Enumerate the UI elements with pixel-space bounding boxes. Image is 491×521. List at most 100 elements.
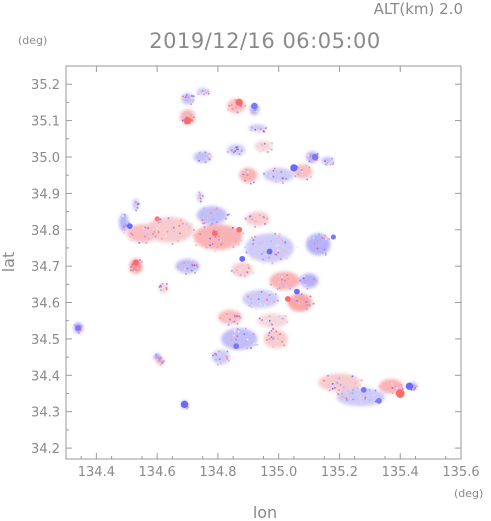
echo-speckle [191, 263, 193, 266]
echo-speckle [283, 250, 286, 252]
echo-speckle [245, 251, 248, 254]
echo-speckle [226, 241, 229, 244]
echo-speckle [219, 317, 222, 319]
echo-speckle [203, 93, 206, 96]
echo-speckle [263, 143, 266, 145]
echo-speckle [177, 266, 179, 268]
echo-speckle [262, 251, 265, 254]
echo-speckle [258, 317, 261, 320]
echo-speckle [275, 181, 277, 183]
echo-speckle [80, 332, 83, 334]
echo-speckle [147, 227, 150, 229]
echo-speckle [192, 95, 195, 97]
echo-speckle [309, 154, 312, 157]
y-axis-label: lat [0, 252, 18, 273]
echo-speckle [274, 232, 276, 235]
echo-speckle [215, 358, 217, 361]
echo-speckle [266, 298, 268, 301]
echo-speckle [202, 222, 205, 225]
echo-speckle [273, 302, 276, 305]
echo-speckle [415, 386, 418, 389]
echo-speckle [229, 332, 232, 335]
echo-speckle [284, 281, 286, 283]
echo-speckle [259, 303, 262, 305]
echo-speckle [299, 279, 302, 282]
echo-speckle [278, 235, 281, 238]
echo-speckle [205, 88, 208, 91]
echo-speckle [321, 237, 324, 240]
echo-speckle [233, 342, 235, 344]
echo-speckle [252, 243, 254, 245]
echo-speckle [275, 253, 278, 256]
echo-speckle [191, 265, 194, 267]
echo-speckle [256, 148, 259, 151]
echo-speckle [261, 144, 264, 146]
echo-speckle [273, 300, 275, 303]
echo-speckle [232, 151, 235, 154]
echo-spot [311, 153, 319, 161]
echo-speckle [124, 225, 127, 227]
echo-speckle [183, 266, 186, 268]
echo-speckle [282, 174, 284, 176]
echo-speckle [159, 362, 161, 365]
echo-spot [405, 382, 413, 390]
echo-speckle [251, 253, 253, 256]
echo-speckle [258, 242, 261, 245]
echo-speckle [242, 173, 245, 176]
echo-speckle [157, 360, 159, 362]
echo-speckle [247, 178, 249, 181]
echo-speckle [281, 340, 283, 343]
echo-speckle [336, 377, 339, 379]
echo-speckle [284, 279, 286, 282]
echo-speckle [258, 214, 261, 216]
echo-speckle [79, 324, 82, 326]
echo-speckle [235, 338, 237, 341]
echo-speckle [182, 222, 184, 225]
echo-speckle [239, 317, 242, 319]
echo-speckle [280, 171, 283, 173]
echo-speckle [242, 171, 244, 173]
echo-speckle [271, 301, 273, 303]
echo-speckle [310, 176, 312, 178]
x-tick-label: 135.6 [442, 465, 479, 480]
echo-speckle [275, 340, 278, 342]
echo-speckle [354, 382, 357, 385]
echo-speckle [262, 130, 265, 132]
echo-speckle [379, 385, 381, 388]
echo-speckle [165, 288, 168, 291]
plot-frame [65, 65, 462, 460]
echo-speckle [193, 116, 195, 119]
echo-speckle [351, 375, 354, 378]
echo-speckle [313, 278, 316, 281]
echo-speckle [82, 327, 85, 330]
echo-speckle [134, 201, 137, 203]
echo-speckle [300, 169, 303, 171]
echo-speckle [191, 95, 194, 97]
echo-speckle [331, 383, 334, 385]
echo-speckle [342, 386, 345, 389]
echo-speckle [278, 244, 280, 246]
echo-speckle [249, 215, 251, 218]
echo-speckle [304, 280, 307, 282]
echo-speckle [231, 227, 234, 229]
echo-speckle [166, 283, 168, 285]
echo-speckle [146, 227, 149, 230]
echo-patch [245, 233, 294, 263]
echo-speckle [127, 221, 130, 224]
echo-speckle [414, 387, 417, 389]
echo-speckle [306, 304, 309, 306]
echo-speckle [304, 284, 307, 286]
echo-speckle [234, 316, 236, 318]
echo-speckle [254, 226, 256, 228]
echo-speckle [184, 238, 186, 241]
y-axis: 34.2 34.3 34.4 34.5 34.6 34.7 34.8 34.9 35.0 35.1… [31, 78, 461, 457]
echo-speckle [79, 329, 82, 331]
echo-speckle [308, 166, 311, 169]
echo-speckle [190, 114, 192, 117]
echo-speckle [261, 319, 263, 321]
echo-speckle [394, 386, 396, 388]
echo-speckle [222, 220, 225, 223]
echo-speckle [278, 233, 281, 235]
echo-speckle [309, 238, 312, 240]
echo-speckle [159, 218, 162, 221]
